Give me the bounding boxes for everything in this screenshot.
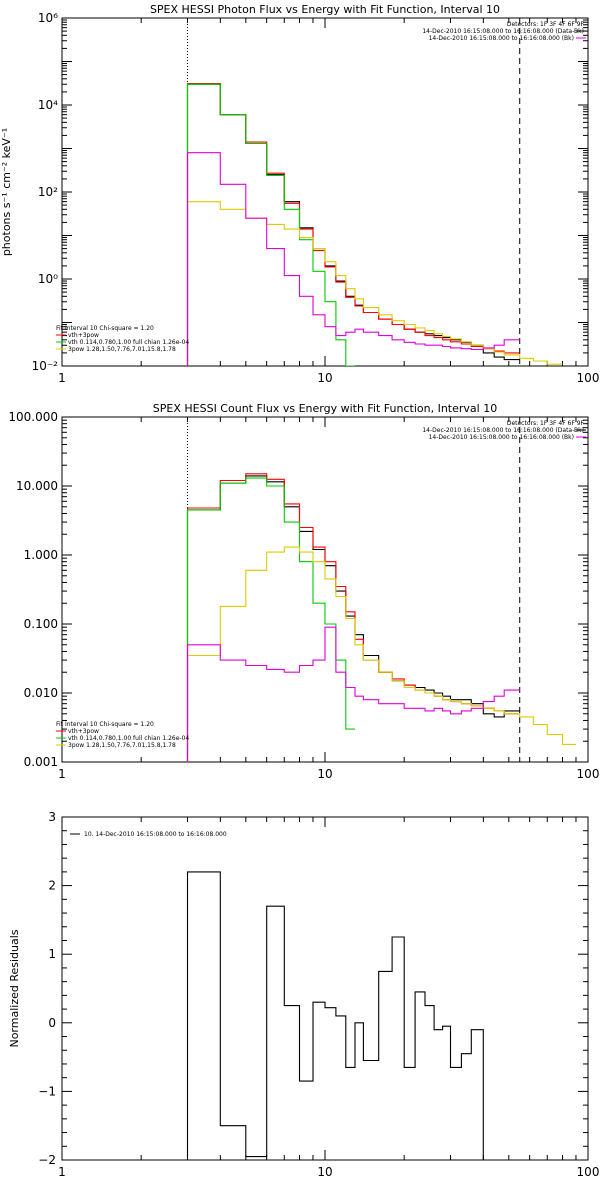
series-line-vth: [186, 477, 355, 762]
x-tick-label: 1: [58, 1165, 66, 1179]
x-tick-label: 1: [58, 371, 66, 385]
series-line-residuals: [186, 871, 520, 1160]
header-text: 14-Dec-2010 16:15:08.000 to 16:16:08.000…: [429, 35, 574, 42]
y-tick-label: 0.100: [24, 617, 58, 631]
legend-text: 10. 14-Dec-2010 16:15:08.000 to 16:16:08…: [84, 831, 227, 838]
series-line-vth-3pow: [186, 473, 520, 762]
legend-text: vth 0.114,0.780,1.00 full chian 1.26e-04: [68, 339, 189, 346]
legend-text: Fit Interval 10 Chi-square = 1.20: [56, 721, 154, 728]
x-tick-label: 100: [577, 371, 600, 385]
y-tick-label: −1: [38, 1084, 56, 1098]
chart-panel-3: 1 10 100 −2 −1 0 1 2 3 Normalized Residuals 10. 14…: [8, 810, 599, 1179]
y-tick-label: 10⁰: [38, 272, 58, 286]
y-axis-label: Normalized Residuals: [8, 929, 21, 1047]
header-text: 14-Dec-2010 16:15:08.000 to 16:16:08.000…: [429, 434, 574, 441]
y-tick-label: 3: [48, 810, 56, 824]
plot-frame: [61, 416, 589, 763]
y-tick-label: 2: [48, 879, 56, 893]
plot-frame: [61, 816, 589, 1161]
series-group: [186, 473, 576, 762]
y-tick-label: 100.000: [8, 410, 58, 424]
legend-text: vth 0.114,0.780,1.00 full chian 1.26e-04: [68, 735, 189, 742]
x-tick-label: 10: [317, 371, 332, 385]
series-group: [186, 83, 563, 366]
y-tick-label: 10⁶: [38, 11, 58, 25]
header-text: Detectors: 1F 3F 4F 6F 9F: [507, 420, 585, 427]
series-line-bk: [186, 152, 520, 366]
header-text: 14-Dec-2010 16:15:08.000 to 16:16:08.000…: [422, 28, 584, 35]
x-tick-label: 100: [577, 1165, 600, 1179]
y-tick-label: 10⁻²: [32, 359, 59, 373]
series-line-data-bk: [186, 83, 520, 366]
series-line-vth: [186, 83, 355, 366]
x-tick-label: 10: [317, 767, 332, 781]
x-tick-label: 100: [577, 767, 600, 781]
legend-text: vth+3pow: [68, 332, 99, 339]
y-tick-label: 1.000: [24, 548, 58, 562]
x-tick-label: 1: [58, 767, 66, 781]
x-tick-label: 10: [317, 1165, 332, 1179]
legend-text: 3pow 1.28,1.50,7.76,7.01,15.8,1.78: [68, 742, 176, 749]
series-line-vth-3pow: [186, 83, 520, 366]
y-tick-label: 0.001: [24, 755, 58, 769]
y-tick-label: 0: [48, 1016, 56, 1030]
series-group: [186, 871, 520, 1160]
header-text: 14-Dec-2010 16:15:08.000 to 16:16:08.000…: [422, 427, 584, 434]
series-line-bk: [186, 626, 520, 762]
chart-title: SPEX HESSI Photon Flux vs Energy with Fi…: [150, 3, 500, 16]
y-tick-label: −2: [38, 1153, 56, 1167]
legend-text: vth+3pow: [68, 728, 99, 735]
plot-frame: [61, 17, 589, 367]
header-text: Detectors: 1F 3F 4F 6F 9F: [507, 21, 585, 28]
legend-text: Fit Interval 10 Chi-square = 1.20: [56, 325, 154, 332]
y-tick-label: 10⁴: [38, 98, 58, 112]
chart-panel-1: SPEX HESSI Photon Flux vs Energy with Fi…: [0, 3, 599, 385]
series-line-3pow: [186, 201, 563, 366]
chart-panel-2: SPEX HESSI Count Flux vs Energy with Fit…: [8, 402, 599, 781]
series-line-3pow: [186, 546, 576, 762]
y-axis-label: photons s⁻¹ cm⁻² keV⁻¹: [0, 128, 13, 256]
y-tick-label: 10.000: [16, 479, 58, 493]
y-tick-label: 10²: [38, 185, 58, 199]
y-tick-label: 1: [48, 947, 56, 961]
y-tick-label: 0.010: [24, 686, 58, 700]
legend-text: 3pow 1.28,1.50,7.76,7.01,15.8,1.78: [68, 346, 176, 353]
chart-title: SPEX HESSI Count Flux vs Energy with Fit…: [153, 402, 497, 415]
